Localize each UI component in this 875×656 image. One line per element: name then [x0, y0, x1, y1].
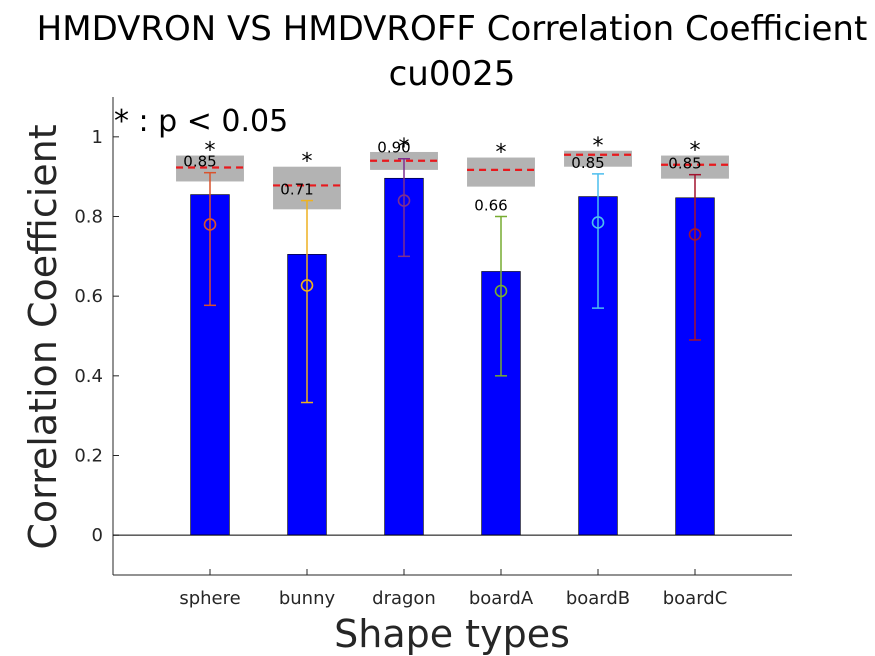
y-tick-label: 0.4: [74, 366, 103, 387]
mean-marker: [591, 216, 605, 229]
significance-star: *: [399, 135, 410, 160]
significance-star: *: [302, 150, 313, 175]
x-axis-label: Shape types: [334, 612, 570, 656]
threshold-band: [467, 157, 535, 187]
y-tick-label: 0.2: [74, 446, 103, 467]
mean-marker: [688, 228, 702, 241]
data-label: 0.85: [571, 154, 604, 172]
significance-star: *: [496, 141, 507, 166]
significance-note: * : p < 0.05: [114, 104, 288, 139]
significance-star: *: [205, 139, 216, 164]
mean-marker: [494, 284, 508, 298]
chart-subtitle: cu0025: [389, 54, 516, 94]
x-tick-label: sphere: [179, 588, 240, 609]
data-label: 0.66: [474, 197, 507, 215]
data-label: 0.71: [280, 181, 313, 199]
data-label: 0.85: [668, 155, 701, 173]
x-tick-label: boardC: [663, 588, 728, 609]
y-tick-label: 0: [92, 525, 103, 546]
mean-marker: [300, 279, 314, 292]
y-tick-label: 0.8: [74, 207, 103, 228]
significance-star: *: [593, 134, 604, 159]
x-tick-label: boardB: [566, 588, 630, 609]
mean-marker: [203, 218, 217, 231]
significance-star: *: [690, 139, 701, 164]
y-tick-label: 0.6: [74, 286, 103, 307]
mean-marker: [397, 194, 411, 207]
data-label: 0.90: [377, 139, 410, 157]
x-tick-label: dragon: [372, 588, 436, 609]
threshold-band: [661, 155, 729, 179]
chart-title: HMDVRON VS HMDVROFF Correlation Coeffici…: [37, 9, 868, 49]
data-label: 0.85: [183, 153, 216, 171]
y-tick-label: 1: [92, 127, 103, 148]
x-tick-label: boardA: [469, 588, 534, 609]
y-axis-label: Correlation Coefficient: [21, 124, 65, 549]
x-tick-label: bunny: [279, 588, 336, 609]
plot-area: 0 0.2 0.4 0.6 0.8 1 sphere bunny dragon boardA boa…: [74, 97, 792, 609]
